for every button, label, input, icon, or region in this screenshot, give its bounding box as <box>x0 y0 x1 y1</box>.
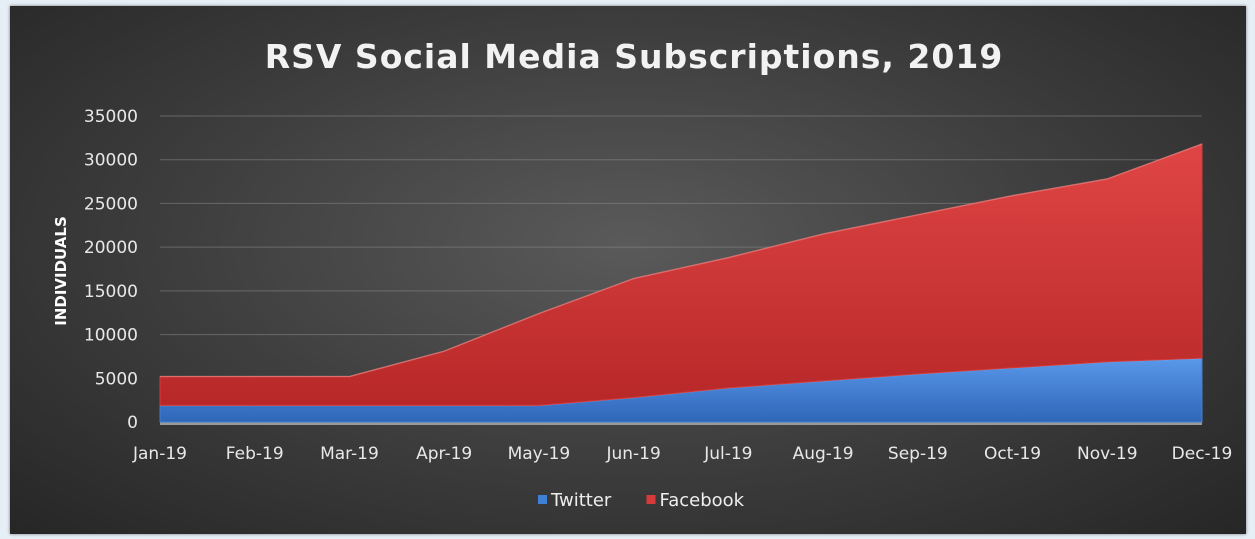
x-tick-label: Jul-19 <box>703 444 752 464</box>
x-tick-label: Nov-19 <box>1077 444 1138 464</box>
y-tick-label: 35000 <box>84 107 138 127</box>
x-tick-label: Jun-19 <box>605 444 660 464</box>
y-tick-label: 0 <box>127 413 138 433</box>
x-tick-label: Feb-19 <box>226 444 284 464</box>
area-chart: RSV Social Media Subscriptions, 2019 IND… <box>52 37 1232 511</box>
x-tick-label: Jan-19 <box>132 444 187 464</box>
legend-label-twitter: Twitter <box>550 490 612 511</box>
chart-title: RSV Social Media Subscriptions, 2019 <box>265 37 1004 76</box>
area-series-layer <box>159 143 1203 425</box>
x-tick-labels: Jan-19 Feb-19 Mar-19 Apr-19 May-19 Jun-19 Jul-… <box>132 444 1232 464</box>
legend-swatch-facebook <box>646 495 656 504</box>
x-tick-label: Oct-19 <box>984 444 1041 464</box>
y-tick-label: 25000 <box>84 194 138 214</box>
x-tick-label: Sep-19 <box>888 444 948 464</box>
legend-swatch-twitter <box>538 495 547 504</box>
legend: Twitter Facebook <box>538 490 745 511</box>
chart-frame: RSV Social Media Subscriptions, 2019 IND… <box>10 6 1246 534</box>
x-tick-label: Mar-19 <box>320 444 379 464</box>
legend-label-facebook: Facebook <box>660 490 745 511</box>
y-tick-label: 10000 <box>84 326 138 346</box>
y-tick-label: 20000 <box>84 238 138 258</box>
x-tick-label: Dec-19 <box>1172 444 1233 464</box>
y-tick-label: 15000 <box>84 282 138 302</box>
y-axis-label: INDIVIDUALS <box>52 216 70 326</box>
x-tick-label: Apr-19 <box>416 444 472 464</box>
y-tick-label: 5000 <box>95 369 138 389</box>
area-edge-facebook <box>160 143 1203 378</box>
x-tick-label: Aug-19 <box>793 444 854 464</box>
x-tick-label: May-19 <box>508 444 571 464</box>
y-tick-label: 30000 <box>84 151 138 171</box>
y-tick-labels: 0 5000 10000 15000 20000 25000 30000 35000 <box>84 107 138 433</box>
area-facebook <box>159 143 1203 406</box>
